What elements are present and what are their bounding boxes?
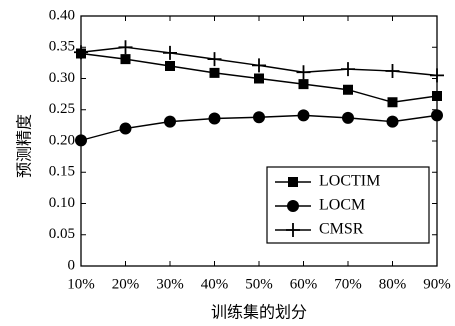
x-axis-ticks: 10% 20% 30% 40% 50% 60% 70% 80% 90%	[67, 16, 451, 292]
data-point-cmsr	[118, 40, 133, 55]
y-tick-label: 0.05	[49, 226, 75, 242]
data-point-loctim	[298, 79, 309, 90]
data-point-locm	[119, 122, 132, 135]
data-point-cmsr	[385, 64, 400, 78]
legend-marker-locm	[287, 200, 299, 212]
legend-marker-cmsr	[286, 223, 300, 237]
legend-label-loctim: LOCTIM	[319, 173, 380, 190]
y-tick-label: 0.30	[49, 70, 75, 86]
data-point-cmsr	[341, 62, 355, 77]
x-tick-label: 50%	[245, 276, 273, 292]
x-tick-label: 40%	[201, 276, 229, 292]
series-locm	[75, 109, 443, 147]
data-point-loctim	[209, 67, 220, 78]
data-point-loctim	[387, 97, 398, 108]
data-point-cmsr	[74, 45, 88, 60]
data-point-cmsr	[207, 52, 222, 67]
legend-marker-loctim	[288, 177, 298, 187]
data-point-locm	[342, 111, 354, 124]
legend-label-cmsr: CMSR	[319, 221, 364, 238]
data-point-cmsr	[296, 65, 311, 80]
data-point-locm	[164, 115, 176, 128]
y-tick-label: 0	[68, 257, 76, 273]
data-point-loctim	[165, 61, 175, 71]
legend-label-locm: LOCM	[319, 197, 365, 214]
x-tick-label: 60%	[290, 276, 318, 292]
x-tick-label: 70%	[334, 276, 362, 292]
data-point-cmsr	[163, 45, 177, 60]
legend: LOCTIM LOCM CMSR	[266, 166, 430, 244]
y-tick-label: 0.15	[49, 164, 75, 180]
data-point-loctim	[432, 91, 442, 101]
y-tick-label: 0.35	[49, 39, 75, 55]
data-point-loctim	[343, 84, 353, 95]
data-point-loctim	[254, 73, 264, 84]
data-point-locm	[75, 134, 87, 147]
y-tick-label: 0.20	[49, 132, 75, 148]
series-loctim	[76, 48, 442, 108]
y-tick-label: 0.25	[49, 101, 75, 117]
data-point-loctim	[120, 54, 131, 65]
y-axis-label: 预测精度	[15, 114, 34, 178]
x-tick-label: 30%	[156, 276, 184, 292]
y-tick-label: 0.10	[49, 195, 75, 211]
series-cmsr	[74, 40, 444, 83]
x-tick-label: 90%	[423, 276, 451, 292]
x-axis-label: 训练集的划分	[211, 303, 307, 322]
x-tick-label: 10%	[67, 276, 95, 292]
data-point-locm	[297, 109, 310, 122]
data-point-cmsr	[252, 58, 266, 73]
x-tick-label: 20%	[112, 276, 140, 292]
series-layer	[74, 40, 444, 147]
y-axis-ticks: 0 0.05 0.10 0.15 0.20 0.25 0.30 0.35 0.40	[49, 7, 437, 273]
y-tick-label: 0.40	[49, 7, 75, 23]
data-point-locm	[431, 109, 443, 122]
x-tick-label: 80%	[379, 276, 407, 292]
data-point-locm	[253, 111, 265, 124]
data-point-locm	[386, 115, 399, 128]
data-point-locm	[208, 112, 221, 125]
data-point-cmsr	[430, 68, 444, 83]
